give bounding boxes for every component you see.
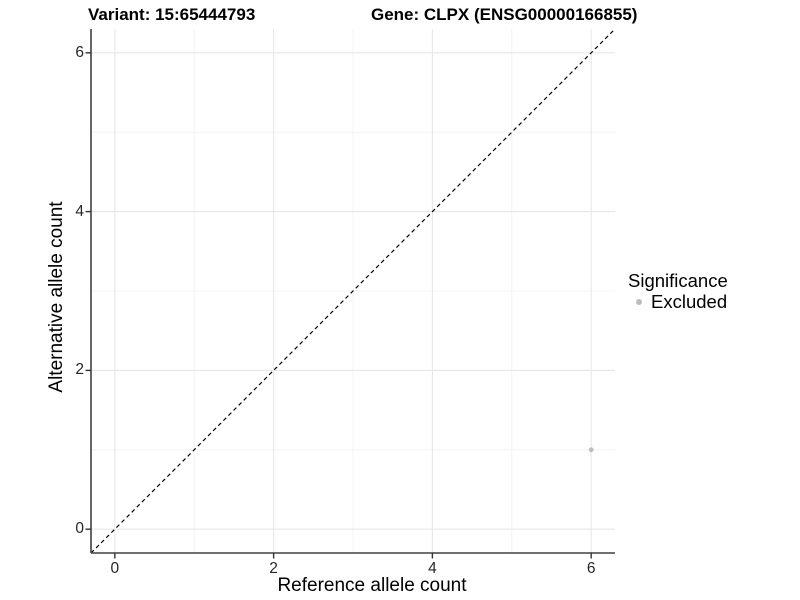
y-tick-label: 4 bbox=[75, 202, 84, 220]
y-tick-label: 6 bbox=[75, 43, 84, 61]
x-tick-label: 4 bbox=[428, 560, 437, 577]
legend-item-excluded: Excluded bbox=[628, 292, 728, 312]
data-point bbox=[588, 447, 594, 453]
x-tick-label: 2 bbox=[269, 560, 278, 577]
plot-title-gene: Gene: CLPX (ENSG00000166855) bbox=[371, 5, 638, 24]
x-axis-title: Reference allele count bbox=[277, 575, 467, 596]
excluded-point-swatch-icon bbox=[636, 299, 642, 305]
x-tick-label: 6 bbox=[586, 560, 596, 577]
plot-title-variant: Variant: 15:65444793 bbox=[88, 5, 256, 24]
legend-item-label: Excluded bbox=[651, 291, 728, 312]
x-tick-label: 0 bbox=[110, 560, 120, 577]
identity-reference-line bbox=[90, 28, 616, 554]
y-tick-label: 2 bbox=[75, 361, 84, 379]
legend-title: Significance bbox=[628, 270, 728, 291]
legend: Significance Excluded bbox=[628, 270, 728, 312]
y-tick-label: 0 bbox=[75, 520, 84, 538]
